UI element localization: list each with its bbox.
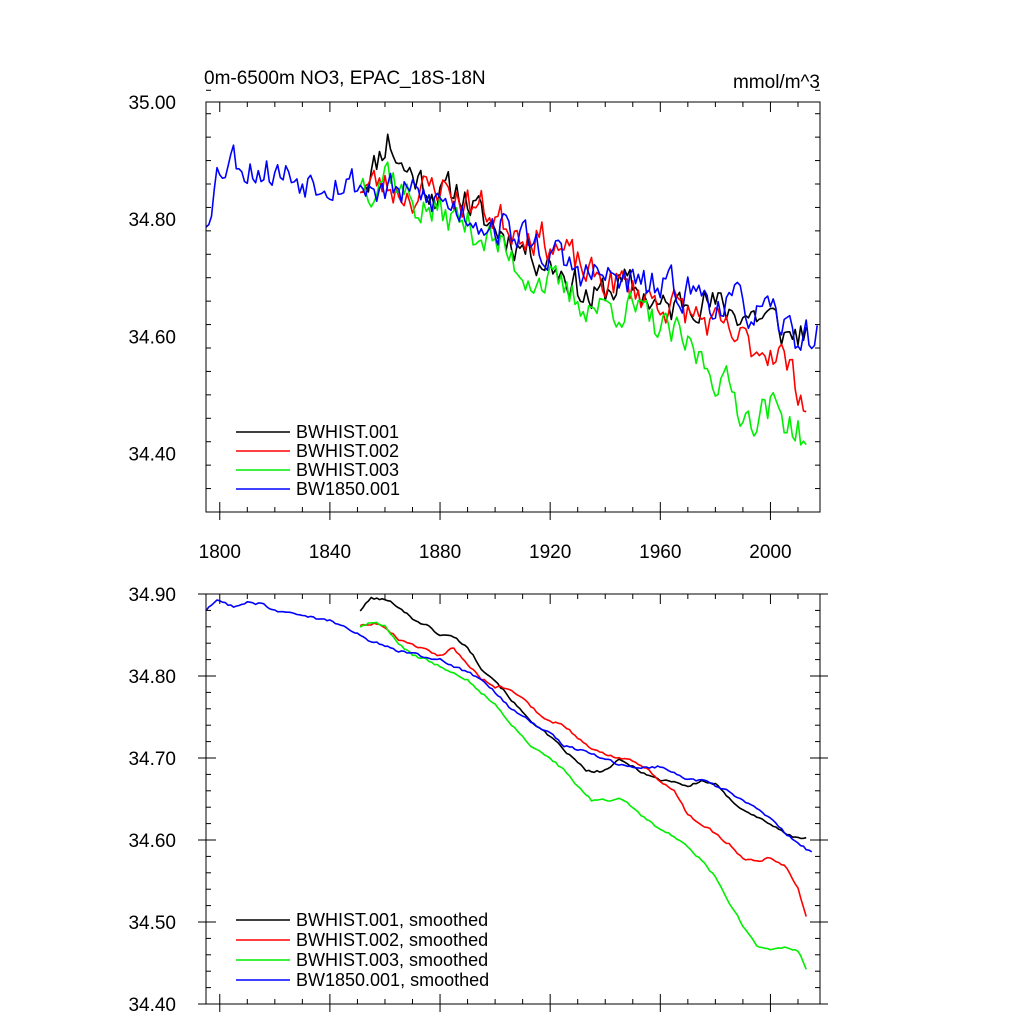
legend-label: BWHIST.002 — [296, 441, 399, 461]
legend-label: BWHIST.002, smoothed — [296, 930, 488, 950]
legend-label: BW1850.001, smoothed — [296, 970, 489, 990]
plot-frame — [205, 593, 821, 1005]
y-tick-label: 34.80 — [128, 210, 176, 231]
series-line-1 — [360, 169, 807, 413]
x-tick-label: 1800 — [199, 542, 241, 563]
series-line-0 — [359, 596, 807, 840]
x-tick-label: 1920 — [529, 542, 571, 563]
legend-label: BWHIST.001 — [296, 422, 399, 442]
y-tick-label: 34.50 — [128, 913, 176, 934]
y-axis: 34.40 34.50 34.60 34.70 34.80 34.90 — [128, 585, 828, 1016]
bottom-panel: 34.40 34.50 34.60 34.70 34.80 34.90 BWHIST.001… — [128, 585, 828, 1016]
series-line-2 — [359, 621, 807, 970]
series-line-1 — [359, 622, 807, 917]
units-label: mmol/m^3 — [733, 72, 820, 93]
series-lines — [205, 133, 818, 446]
y-tick-label: 35.00 — [128, 93, 176, 114]
legend-label: BWHIST.003, smoothed — [296, 950, 488, 970]
y-axis: 34.40 34.60 34.80 35.00 — [128, 89, 820, 513]
y-tick-label: 34.40 — [128, 995, 176, 1016]
y-tick-label: 34.60 — [128, 327, 176, 348]
y-tick-label: 34.60 — [128, 831, 176, 852]
x-tick-label: 2000 — [749, 542, 791, 563]
y-tick-label: 34.70 — [128, 749, 176, 770]
series-line-2 — [359, 161, 807, 446]
y-tick-label: 34.40 — [128, 444, 176, 465]
plot-frame — [205, 101, 821, 513]
top-panel: 1800 1840 1880 1920 1960 200034.4034.6034.803… — [128, 68, 821, 563]
y-tick-label: 34.80 — [128, 667, 176, 688]
series-line-0 — [359, 133, 807, 346]
x-tick-label: 1880 — [419, 542, 461, 563]
x-axis: 1800 1840 1880 1920 1960 2000 — [199, 102, 799, 563]
x-tick-label: 1960 — [639, 542, 681, 563]
series-line-3 — [205, 599, 813, 853]
legend-label: BW1850.001 — [296, 479, 400, 499]
series-lines — [205, 596, 813, 970]
x-axis — [219, 594, 799, 1012]
y-tick-label: 34.90 — [128, 585, 176, 606]
x-tick-label: 1840 — [309, 542, 351, 563]
legend-label: BWHIST.001, smoothed — [296, 910, 488, 930]
legend-label: BWHIST.003 — [296, 460, 399, 480]
chart-title: 0m-6500m NO3, EPAC_18S-18N — [204, 68, 486, 89]
series-line-3 — [205, 144, 818, 351]
